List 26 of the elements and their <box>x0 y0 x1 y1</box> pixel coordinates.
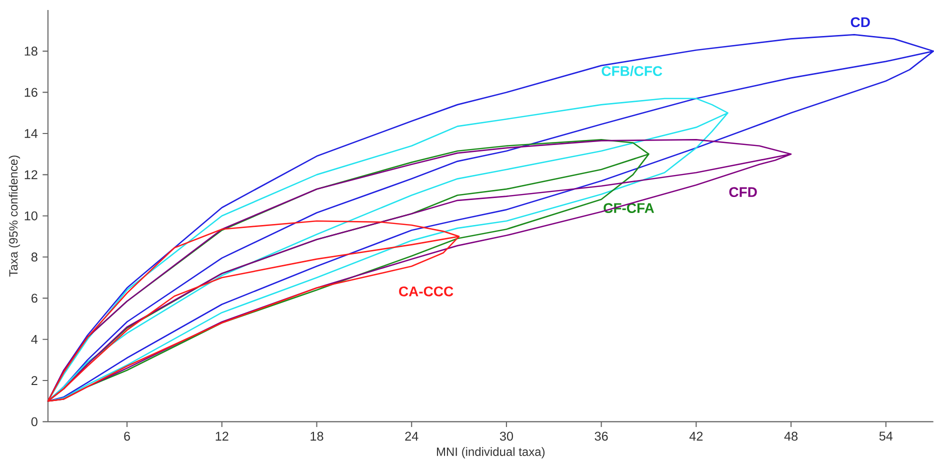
y-tick-label: 4 <box>31 335 38 344</box>
x-tick-label: 24 <box>405 432 418 441</box>
x-axis-title: MNI (individual taxa) <box>436 447 545 458</box>
y-tick-label: 16 <box>24 88 38 97</box>
y-axis-title: Taxa (95% confidence) <box>8 156 20 277</box>
y-tick-label: 2 <box>32 376 38 386</box>
line-series <box>47 220 460 402</box>
x-tick-label: 36 <box>594 432 608 441</box>
series-label: CFB/CFC <box>602 66 662 76</box>
x-tick-label: 6 <box>124 432 130 441</box>
y-tick-label: 12 <box>24 170 38 180</box>
x-tick-label: 48 <box>784 432 798 441</box>
y-tick-label: 18 <box>24 46 38 56</box>
x-tick-label: 12 <box>216 432 228 441</box>
y-tick-label: 0 <box>31 417 38 426</box>
y-tick-label: 14 <box>24 129 38 138</box>
x-tick-label: 30 <box>500 432 513 441</box>
x-tick-label: 42 <box>689 432 703 441</box>
y-tick-label: 10 <box>24 211 38 220</box>
y-tick-label: 6 <box>32 294 38 303</box>
series-label: CFD <box>729 187 757 198</box>
x-tick-label: 18 <box>310 432 324 441</box>
series-label: CD <box>850 17 870 28</box>
series-label: CA-CCC <box>399 286 454 296</box>
x-tick-label: 54 <box>879 432 893 441</box>
y-tick-label: 8 <box>31 252 38 262</box>
